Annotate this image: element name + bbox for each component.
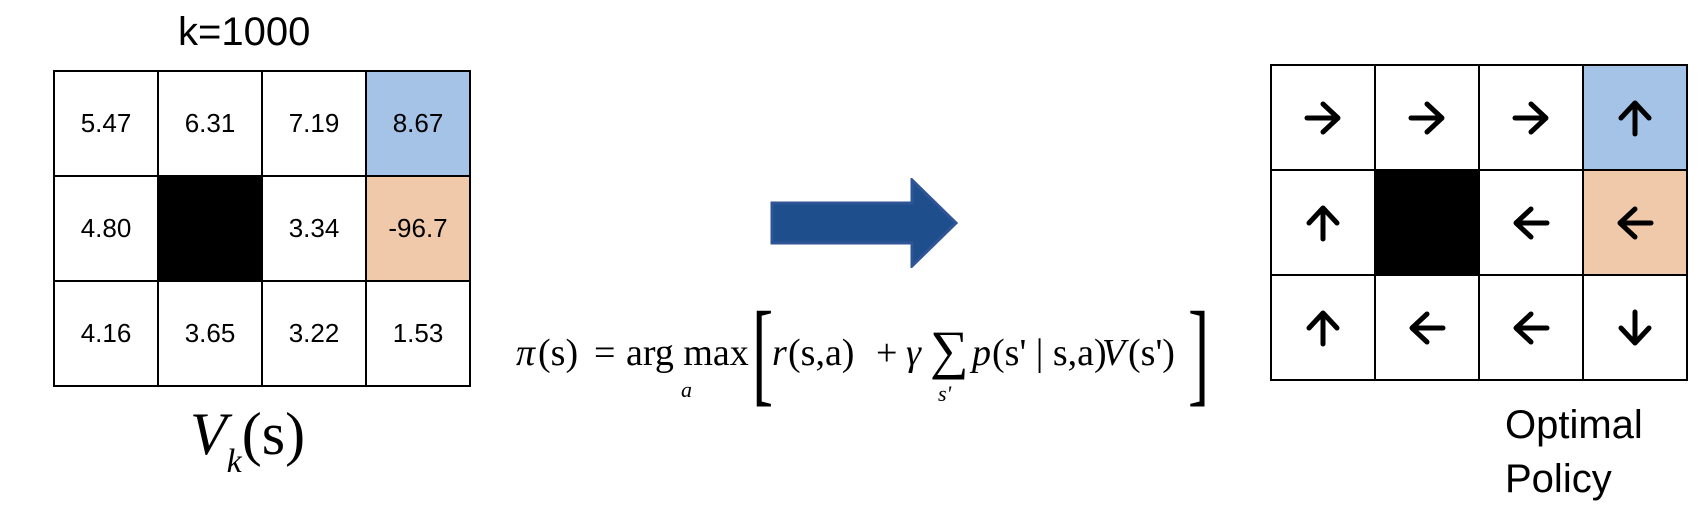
value-cell: 5.47 bbox=[53, 70, 159, 177]
policy-cell bbox=[1478, 64, 1584, 171]
policy-cell bbox=[1270, 274, 1376, 381]
formula-sum-sub: s' bbox=[938, 381, 952, 406]
policy-cell bbox=[1582, 169, 1688, 276]
value-grid-row: 5.47 6.31 7.19 8.67 bbox=[53, 70, 471, 177]
formula-plus: + bbox=[876, 332, 898, 374]
value-cell: 4.16 bbox=[53, 280, 159, 387]
policy-cell bbox=[1582, 64, 1688, 171]
policy-grid-row bbox=[1270, 64, 1688, 171]
policy-cell bbox=[1270, 169, 1376, 276]
formula-right-bracket: ] bbox=[1188, 289, 1210, 417]
wall-cell bbox=[157, 175, 263, 282]
arrow-left-icon bbox=[1513, 206, 1550, 239]
formula-argmax: arg max bbox=[626, 332, 749, 374]
formula-V: V bbox=[1102, 332, 1126, 374]
arrow-down-icon bbox=[1618, 309, 1652, 345]
formula-sum: ∑ bbox=[930, 320, 969, 380]
value-cell: 6.31 bbox=[157, 70, 263, 177]
policy-grid-row bbox=[1270, 274, 1688, 381]
policy-label: Optimal Policy bbox=[1505, 398, 1643, 506]
arrow-left-icon bbox=[1617, 206, 1654, 239]
arrow-left-icon bbox=[1513, 311, 1550, 344]
value-cell: 1.53 bbox=[365, 280, 471, 387]
formula-gamma: γ bbox=[906, 332, 921, 374]
pit-cell: -96.7 bbox=[365, 175, 471, 282]
goal-cell: 8.67 bbox=[365, 70, 471, 177]
arrow-right-icon bbox=[1512, 101, 1549, 134]
policy-cell bbox=[1582, 274, 1688, 381]
policy-cell bbox=[1374, 274, 1480, 381]
arrow-up-icon bbox=[1306, 205, 1340, 241]
formula-r-args: (s,a) bbox=[788, 332, 855, 374]
policy-cell bbox=[1478, 169, 1584, 276]
arrow-right-icon bbox=[1408, 101, 1445, 134]
value-argument: (s) bbox=[241, 401, 306, 467]
value-cell: 3.65 bbox=[157, 280, 263, 387]
formula-equals: = bbox=[594, 332, 616, 374]
arrow-up-icon bbox=[1618, 100, 1652, 136]
formula-s-arg: (s) bbox=[538, 332, 579, 374]
value-function-label: Vk(s) bbox=[190, 400, 306, 480]
formula-argmax-sub: a bbox=[681, 377, 692, 402]
formula-p: p bbox=[972, 332, 991, 374]
value-grid-row: 4.16 3.65 3.22 1.53 bbox=[53, 280, 471, 387]
arrow-up-icon bbox=[1306, 310, 1340, 346]
right-arrow-icon bbox=[770, 178, 959, 268]
arrow-left-icon bbox=[1409, 311, 1446, 344]
value-grid: 5.47 6.31 7.19 8.67 4.80 3.34 -96.7 4.16 3.65 3.2… bbox=[53, 70, 471, 387]
arrow-right-icon bbox=[1304, 101, 1341, 134]
value-cell: 4.80 bbox=[53, 175, 159, 282]
value-grid-row: 4.80 3.34 -96.7 bbox=[53, 175, 471, 282]
iteration-label: k=1000 bbox=[178, 10, 311, 54]
value-cell: 3.34 bbox=[261, 175, 367, 282]
value-subscript: k bbox=[226, 443, 242, 480]
wall-cell bbox=[1374, 169, 1480, 276]
policy-formula: π (s) = arg max a [ r (s,a) + γ ∑ s' p (… bbox=[516, 295, 1216, 415]
value-cell: 3.22 bbox=[261, 280, 367, 387]
value-symbol: V bbox=[190, 401, 227, 467]
formula-r: r bbox=[772, 332, 787, 374]
policy-label-line1: Optimal bbox=[1505, 403, 1643, 447]
formula-left-bracket: [ bbox=[752, 289, 774, 417]
formula-V-arg: (s') bbox=[1128, 332, 1175, 374]
policy-label-line2: Policy bbox=[1505, 457, 1612, 501]
value-cell: 7.19 bbox=[261, 70, 367, 177]
policy-grid-row bbox=[1270, 169, 1688, 276]
formula-pi: π bbox=[516, 332, 536, 374]
policy-cell bbox=[1270, 64, 1376, 171]
policy-cell bbox=[1478, 274, 1584, 381]
formula-p-args: (s' | s,a) bbox=[992, 332, 1107, 374]
policy-grid bbox=[1270, 64, 1688, 381]
policy-cell bbox=[1374, 64, 1480, 171]
